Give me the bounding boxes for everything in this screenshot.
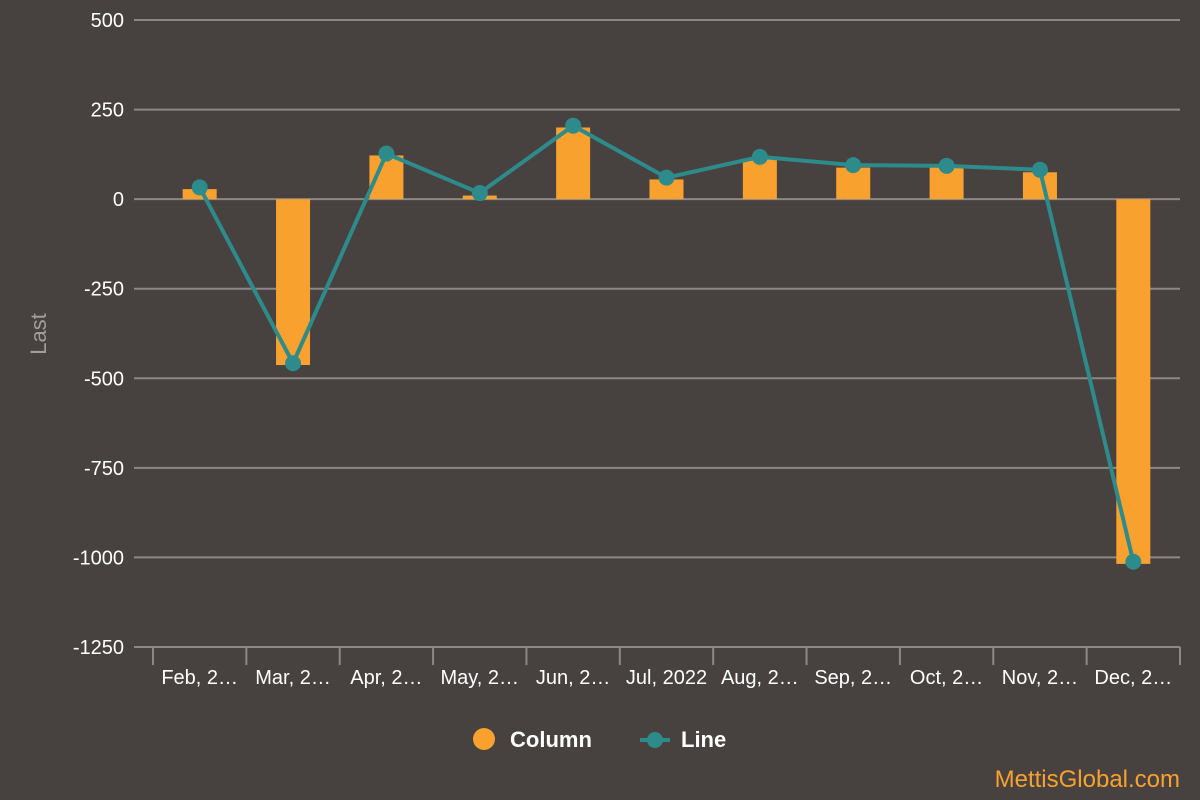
bar (1116, 199, 1151, 564)
x-tick-label: Mar, 2… (255, 667, 331, 689)
watermark: MettisGlobal.com (994, 766, 1180, 793)
line-point (378, 145, 395, 162)
x-tick-label: Nov, 2… (1002, 667, 1078, 689)
x-tick-label: Jul, 2022 (626, 667, 707, 689)
line-series (191, 117, 1142, 570)
bar (556, 127, 591, 200)
line-point (1125, 553, 1142, 570)
line-point (471, 185, 488, 202)
x-tick-label: Oct, 2… (910, 667, 983, 689)
y-tick-label: -750 (84, 458, 124, 480)
line-point (658, 169, 675, 186)
y-tick-label: -1250 (73, 637, 124, 659)
legend: Column Line (473, 727, 726, 752)
line-point (1031, 161, 1048, 178)
y-axis-label: Last (26, 313, 51, 355)
x-tick-label: Sep, 2… (814, 667, 892, 689)
line-point (845, 157, 862, 174)
legend-line-marker (647, 732, 663, 748)
bar (742, 158, 777, 200)
line-point (565, 117, 582, 134)
x-axis: Feb, 2… Mar, 2… Apr, 2… May, 2… Jun, 2… Jul, … (152, 647, 1181, 689)
x-tick-label: Feb, 2… (161, 667, 238, 689)
line-point (191, 179, 208, 196)
y-tick-label: 0 (113, 189, 124, 211)
line-point (751, 148, 768, 165)
y-tick-label: -250 (84, 279, 124, 301)
y-tick-label: -1000 (73, 547, 124, 569)
bar (649, 179, 684, 200)
x-tick-label: Aug, 2… (721, 667, 799, 689)
x-tick-label: Dec, 2… (1094, 667, 1172, 689)
column-series (182, 127, 1151, 564)
y-tick-label: -500 (84, 368, 124, 390)
x-tick-label: Apr, 2… (350, 667, 422, 689)
x-tick-label: May, 2… (440, 667, 519, 689)
y-tick-label: 250 (91, 100, 124, 122)
legend-column-label: Column (510, 727, 592, 752)
line-point (285, 355, 302, 372)
legend-line-label: Line (681, 727, 726, 752)
y-axis-ticks: 500 250 0 -250 -500 -750 -1000 -1250 (73, 10, 124, 659)
y-tick-label: 500 (91, 10, 124, 32)
line-point (938, 157, 955, 174)
legend-column-marker (473, 728, 495, 750)
x-tick-label: Jun, 2… (536, 667, 610, 689)
